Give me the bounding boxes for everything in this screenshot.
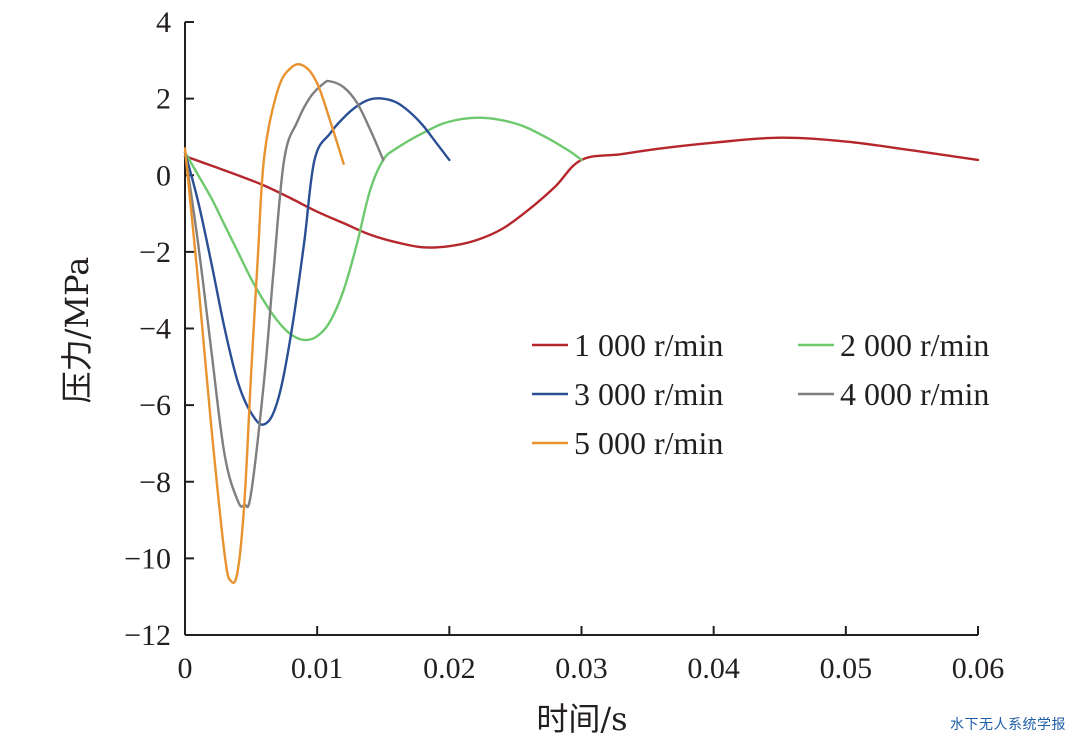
series-layer (183, 63, 980, 584)
journal-watermark: 水下无人系统学报 (950, 717, 1066, 733)
legend-label: 4 000 r/min (840, 376, 989, 412)
series-line-5 (183, 63, 345, 584)
y-axis-title: 压力/MPa (58, 257, 96, 404)
legend: 1 000 r/min 2 000 r/min 3 000 r/min 4 000 r… (532, 327, 989, 461)
y-tick-label: 4 (156, 6, 171, 39)
y-tick-label: −10 (124, 542, 171, 575)
y-tick-label: −2 (139, 236, 171, 269)
x-axis-title: 时间/s (536, 700, 627, 738)
series-line-4 (183, 79, 385, 509)
x-tick-label: 0.03 (555, 652, 608, 685)
y-tick-label: 2 (156, 83, 171, 116)
y-tick-label: 0 (156, 159, 171, 192)
x-tick-label: 0 (178, 652, 193, 685)
y-tick-label: −6 (139, 389, 171, 422)
legend-label: 5 000 r/min (574, 425, 723, 461)
series-line-3 (183, 97, 451, 426)
legend-label: 3 000 r/min (574, 376, 723, 412)
x-tick-label: 0.05 (820, 652, 873, 685)
axes: 420−2−4−6−8−10−120 0.01 0.02 0.03 0.04 0.05 0.… (124, 6, 1004, 685)
legend-label: 2 000 r/min (840, 327, 989, 363)
x-tick-label: 0.04 (687, 652, 740, 685)
x-tick-label: 0.01 (291, 652, 344, 685)
legend-label: 1 000 r/min (574, 327, 723, 363)
x-tick-label: 0.06 (952, 652, 1005, 685)
y-tick-label: −8 (139, 466, 171, 499)
y-tick-label: −12 (124, 619, 171, 652)
x-tick-label: 0.02 (423, 652, 476, 685)
series-line-1 (183, 136, 980, 249)
y-tick-label: −4 (139, 313, 171, 346)
series-line-2 (183, 116, 583, 342)
